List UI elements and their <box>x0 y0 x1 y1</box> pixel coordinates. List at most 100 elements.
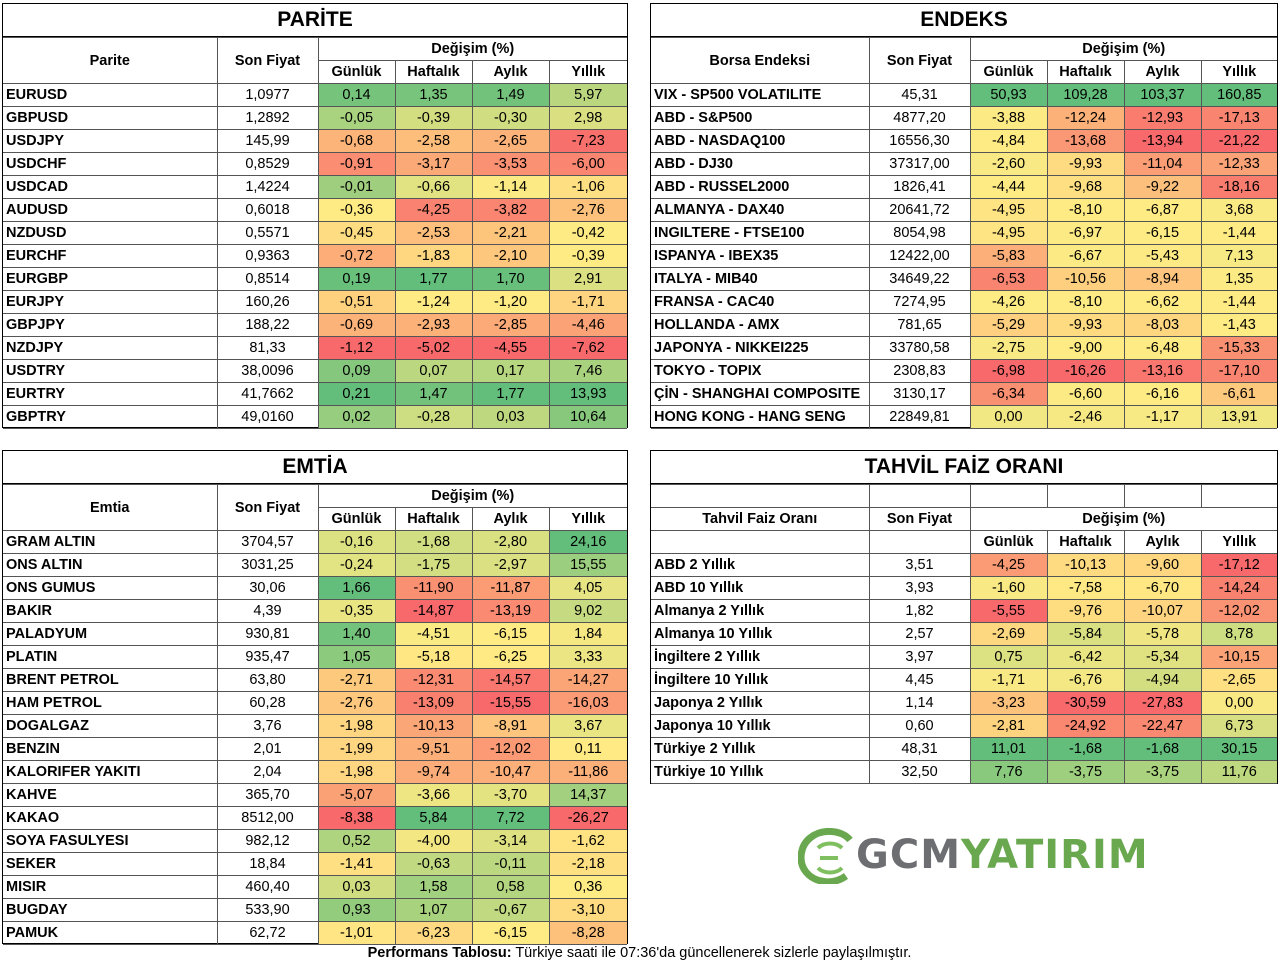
row-price: 1,14 <box>868 691 971 715</box>
daily-change: -0,68 <box>317 129 396 153</box>
daily-change: -1,98 <box>317 760 396 784</box>
period-monthly-header: Aylık <box>471 507 550 531</box>
yearly-change: -2,18 <box>548 852 627 876</box>
daily-change: -3,23 <box>969 691 1048 715</box>
gcm-yatirim-logo: GCMYATIRIM <box>798 826 1148 886</box>
table-row: JAPONYA - NIKKEI225 33780,58 -2,75 -9,00 -6,… <box>651 336 1277 360</box>
daily-change: -2,69 <box>969 622 1048 646</box>
yearly-change: -12,33 <box>1200 152 1277 176</box>
row-price: 1826,41 <box>868 175 971 199</box>
table-row: NZDUSD 0,5571 -0,45 -2,53 -2,21 -0,42 <box>3 221 627 245</box>
daily-change: -2,81 <box>969 714 1048 738</box>
monthly-change: -4,94 <box>1123 668 1202 692</box>
endeks-panel: ENDEKS Borsa Endeksi Son Fiyat Değişim (… <box>650 3 1278 429</box>
weekly-change: -12,31 <box>394 668 473 692</box>
daily-change: -1,60 <box>969 576 1048 600</box>
weekly-change: -2,58 <box>394 129 473 153</box>
period-yearly-header: Yıllık <box>548 507 627 531</box>
daily-change: 0,02 <box>317 405 396 429</box>
daily-change: -0,36 <box>317 198 396 222</box>
tahvil-panel: TAHVİL FAİZ ORANI Tahvil Faiz Oranı Son … <box>650 450 1278 784</box>
weekly-change: -30,59 <box>1046 691 1125 715</box>
row-name: GBPTRY <box>3 405 218 429</box>
period-weekly-header: Haftalık <box>394 507 473 531</box>
tahvil-price-header: Son Fiyat <box>868 507 971 531</box>
row-price: 3,97 <box>868 645 971 669</box>
yearly-change: 8,78 <box>1200 622 1277 646</box>
monthly-change: -5,78 <box>1123 622 1202 646</box>
daily-change: 7,76 <box>969 760 1048 784</box>
weekly-change: -6,60 <box>1046 382 1125 406</box>
row-name: GBPJPY <box>3 313 218 337</box>
emtia-change-header: Değişim (%) <box>317 484 627 508</box>
row-name: GBPUSD <box>3 106 218 130</box>
yearly-change: 24,16 <box>548 530 627 554</box>
row-name: ABD - DJ30 <box>651 152 870 176</box>
empty-header-cell <box>1200 484 1277 508</box>
yearly-change: 2,91 <box>548 267 627 291</box>
monthly-change: -13,19 <box>471 599 550 623</box>
footer-note: Performans Tablosu: Türkiye saati ile 07… <box>2 942 1277 965</box>
yearly-change: 3,68 <box>1200 198 1277 222</box>
row-name: KAKAO <box>3 806 218 830</box>
endeks-price-header: Son Fiyat <box>868 37 971 84</box>
yearly-change: -0,39 <box>548 244 627 268</box>
row-name: Almanya 10 Yıllık <box>651 622 870 646</box>
logo-text-gcm: GCM <box>856 832 961 878</box>
daily-change: -5,29 <box>969 313 1048 337</box>
row-price: 145,99 <box>216 129 319 153</box>
period-yearly-header: Yıllık <box>1200 530 1277 554</box>
daily-change: -1,12 <box>317 336 396 360</box>
table-row: BUGDAY 533,90 0,93 1,07 -0,67 -3,10 <box>3 898 627 922</box>
parite-table: Parite Son Fiyat Değişim (%) Günlük Haft… <box>3 37 627 429</box>
weekly-change: 1,35 <box>394 83 473 107</box>
row-name: İngiltere 10 Yıllık <box>651 668 870 692</box>
weekly-change: -13,09 <box>394 691 473 715</box>
monthly-change: -6,70 <box>1123 576 1202 600</box>
yearly-change: -7,62 <box>548 336 627 360</box>
weekly-change: 0,07 <box>394 359 473 383</box>
table-row: USDCAD 1,4224 -0,01 -0,66 -1,14 -1,06 <box>3 175 627 199</box>
yearly-change: -6,00 <box>548 152 627 176</box>
row-name: ALMANYA - DAX40 <box>651 198 870 222</box>
row-price: 365,70 <box>216 783 319 807</box>
yearly-change: -17,12 <box>1200 553 1277 577</box>
row-name: MISIR <box>3 875 218 899</box>
daily-change: -4,95 <box>969 221 1048 245</box>
row-name: EURJPY <box>3 290 218 314</box>
row-name: ABD - NASDAQ100 <box>651 129 870 153</box>
empty-header-cell <box>969 484 1048 508</box>
daily-change: 11,01 <box>969 737 1048 761</box>
yearly-change: -6,61 <box>1200 382 1277 406</box>
yearly-change: -11,86 <box>548 760 627 784</box>
row-price: 60,28 <box>216 691 319 715</box>
monthly-change: -3,75 <box>1123 760 1202 784</box>
table-row: GBPUSD 1,2892 -0,05 -0,39 -0,30 2,98 <box>3 106 627 130</box>
table-row: EURUSD 1,0977 0,14 1,35 1,49 5,97 <box>3 83 627 107</box>
yearly-change: -1,44 <box>1200 290 1277 314</box>
weekly-change: -6,97 <box>1046 221 1125 245</box>
weekly-change: 1,58 <box>394 875 473 899</box>
table-row: HOLLANDA - AMX 781,65 -5,29 -9,93 -8,03 -1,43 <box>651 313 1277 337</box>
yearly-change: 0,11 <box>548 737 627 761</box>
yearly-change: 3,33 <box>548 645 627 669</box>
row-name: Japonya 10 Yıllık <box>651 714 870 738</box>
emtia-panel: EMTİA Emtia Son Fiyat Değişim (%) Günlük… <box>2 450 628 945</box>
row-name: BUGDAY <box>3 898 218 922</box>
period-weekly-header: Haftalık <box>1046 60 1125 84</box>
table-row: EURJPY 160,26 -0,51 -1,24 -1,20 -1,71 <box>3 290 627 314</box>
endeks-name-header: Borsa Endeksi <box>651 37 870 84</box>
row-price: 935,47 <box>216 645 319 669</box>
yearly-change: 15,55 <box>548 553 627 577</box>
monthly-change: -6,25 <box>471 645 550 669</box>
table-row: GRAM ALTIN 3704,57 -0,16 -1,68 -2,80 24,16 <box>3 530 627 554</box>
table-row: HAM PETROL 60,28 -2,76 -13,09 -15,55 -16,03 <box>3 691 627 715</box>
weekly-change: -1,68 <box>394 530 473 554</box>
table-row: PALADYUM 930,81 1,40 -4,51 -6,15 1,84 <box>3 622 627 646</box>
weekly-change: -5,02 <box>394 336 473 360</box>
row-price: 0,8529 <box>216 152 319 176</box>
daily-change: -2,75 <box>969 336 1048 360</box>
table-row: Almanya 10 Yıllık 2,57 -2,69 -5,84 -5,78 8,78 <box>651 622 1277 646</box>
weekly-change: -13,68 <box>1046 129 1125 153</box>
daily-change: -0,91 <box>317 152 396 176</box>
